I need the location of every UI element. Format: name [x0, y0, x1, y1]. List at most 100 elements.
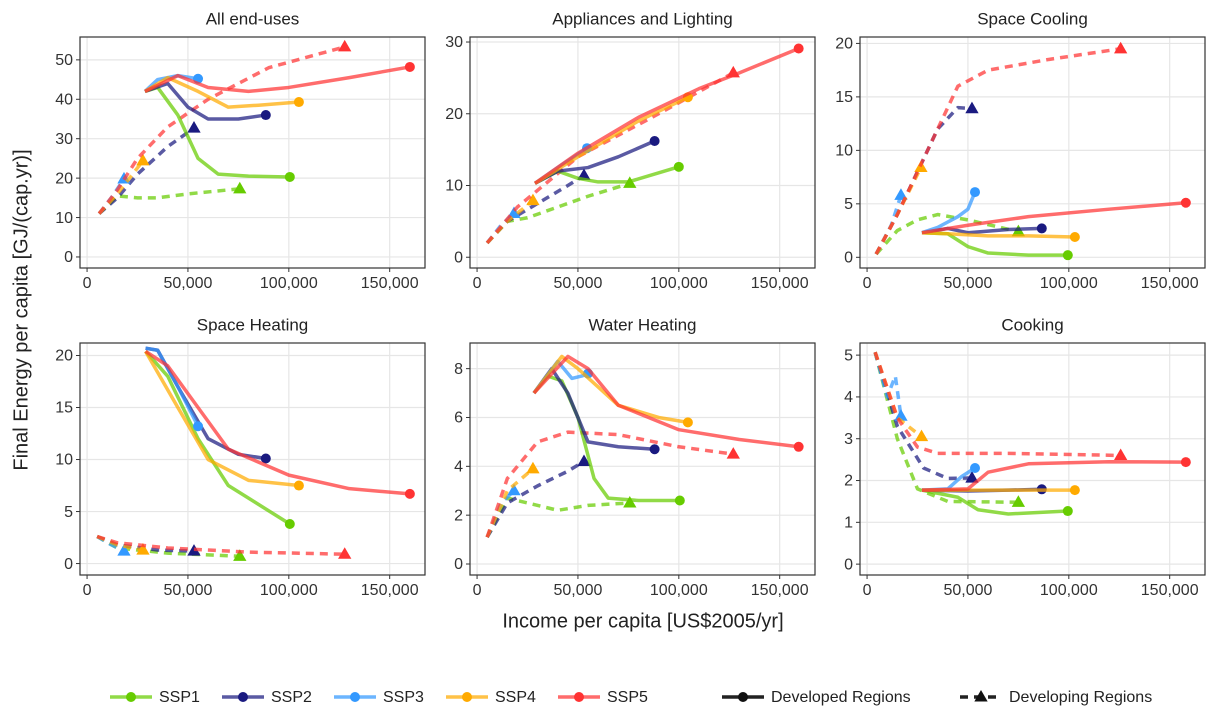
- end-marker: [260, 110, 271, 121]
- x-tick-label: 0: [863, 275, 872, 292]
- end-marker: [793, 441, 804, 452]
- end-marker: [404, 61, 415, 72]
- series-line: [144, 65, 411, 94]
- y-axis-label: Final Energy per capita [GJ/(cap.yr)]: [10, 149, 32, 470]
- y-tick-label: 20: [445, 106, 463, 123]
- x-tick-label: 150,000: [751, 275, 809, 292]
- series-line: [144, 350, 300, 488]
- plot-area: [96, 346, 415, 561]
- series-line: [921, 191, 977, 235]
- end-marker: [673, 161, 684, 172]
- series-line: [533, 46, 800, 185]
- legend-label: SSP2: [271, 689, 312, 706]
- x-tick-label: 100,000: [650, 275, 708, 292]
- y-tick-label: 0: [64, 249, 73, 266]
- x-tick-label: 50,000: [553, 275, 602, 292]
- end-marker: [293, 97, 304, 108]
- panel: [860, 343, 1205, 575]
- y-tick-label: 1: [844, 515, 853, 532]
- y-tick-label: 10: [445, 178, 463, 195]
- plot-area: [97, 39, 415, 215]
- x-tick-label: 150,000: [361, 275, 419, 292]
- y-tick-label: 2: [454, 507, 463, 524]
- x-tick-label: 50,000: [943, 582, 992, 599]
- panel-title: Water Heating: [588, 315, 696, 334]
- end-marker: [577, 454, 591, 466]
- series-line: [532, 354, 799, 449]
- x-tick-label: 0: [473, 582, 482, 599]
- y-tick-label: 0: [64, 556, 73, 573]
- x-tick-label: 150,000: [1141, 582, 1199, 599]
- series-line: [921, 230, 1075, 239]
- plot-area: [873, 351, 1191, 517]
- panel-title: Space Heating: [197, 315, 309, 334]
- plot-area: [485, 43, 804, 245]
- x-tick-label: 0: [83, 582, 92, 599]
- end-marker: [1180, 457, 1191, 468]
- end-marker: [284, 171, 295, 182]
- end-marker: [1069, 231, 1080, 242]
- y-tick-label: 4: [454, 459, 463, 476]
- end-marker: [117, 544, 131, 556]
- legend-label: SSP4: [495, 689, 536, 706]
- x-axis-label: Income per capita [US$2005/yr]: [502, 610, 783, 632]
- end-marker: [914, 429, 929, 442]
- y-tick-label: 50: [55, 52, 73, 69]
- end-marker: [965, 471, 979, 483]
- y-tick-label: 5: [844, 196, 853, 213]
- x-tick-label: 50,000: [163, 582, 212, 599]
- series-line: [874, 47, 1121, 255]
- y-tick-label: 20: [835, 36, 853, 53]
- panel-title: Space Cooling: [977, 9, 1088, 28]
- series-line: [874, 212, 1019, 256]
- y-tick-label: 4: [844, 389, 853, 406]
- series-line: [485, 459, 585, 539]
- y-tick-label: 20: [55, 348, 73, 365]
- y-tick-label: 0: [844, 250, 853, 267]
- series-line: [485, 496, 630, 538]
- series-line: [144, 81, 267, 121]
- end-marker: [338, 39, 352, 52]
- end-marker: [526, 461, 540, 474]
- end-marker: [965, 101, 979, 114]
- y-tick-label: 15: [55, 400, 73, 417]
- series-line: [873, 351, 973, 481]
- y-tick-label: 5: [64, 504, 73, 521]
- legend-label: SSP1: [159, 689, 200, 706]
- series-line: [921, 488, 1068, 516]
- panel-title: Cooking: [1001, 315, 1063, 334]
- legend-key-marker: [974, 690, 988, 702]
- series-line: [873, 351, 1121, 458]
- end-marker: [970, 187, 980, 198]
- panel-border: [859, 342, 1206, 576]
- end-marker: [404, 488, 415, 499]
- x-tick-label: 100,000: [260, 275, 318, 292]
- legend-label: Developed Regions: [771, 689, 911, 706]
- end-marker: [526, 193, 540, 206]
- end-marker: [1062, 506, 1073, 517]
- end-marker: [970, 462, 980, 473]
- y-tick-label: 8: [454, 361, 463, 378]
- end-marker: [1180, 197, 1191, 208]
- legend-label: Developing Regions: [1009, 689, 1152, 706]
- y-tick-label: 40: [55, 92, 73, 109]
- panel-title: All end-uses: [206, 9, 300, 28]
- end-marker: [187, 121, 201, 133]
- legend-key-marker: [126, 692, 136, 702]
- end-marker: [233, 181, 247, 194]
- end-marker: [894, 409, 908, 421]
- end-marker: [1114, 41, 1128, 54]
- legend-key-marker: [462, 692, 472, 702]
- series-line: [873, 351, 923, 439]
- panel-title: Appliances and Lighting: [552, 9, 733, 28]
- y-tick-label: 6: [454, 410, 463, 427]
- series-line: [98, 126, 196, 215]
- panel: [470, 37, 815, 268]
- plot-area: [485, 354, 804, 539]
- y-tick-label: 2: [844, 473, 853, 490]
- end-marker: [649, 136, 660, 147]
- x-tick-label: 0: [83, 275, 92, 292]
- legend-key-marker: [738, 692, 748, 702]
- plot-area: [874, 41, 1191, 261]
- end-marker: [284, 519, 295, 530]
